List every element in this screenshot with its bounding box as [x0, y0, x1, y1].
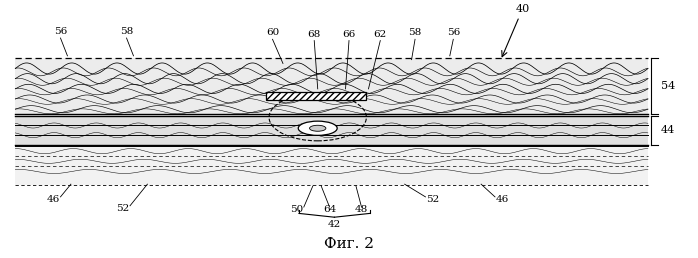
- Text: 46: 46: [47, 195, 60, 204]
- Text: 56: 56: [54, 27, 67, 36]
- Text: 46: 46: [496, 195, 509, 204]
- Text: 58: 58: [120, 27, 133, 36]
- Circle shape: [309, 125, 326, 131]
- Bar: [15, 146, 648, 186]
- Text: 48: 48: [355, 205, 368, 214]
- Text: 58: 58: [408, 28, 422, 37]
- Text: 42: 42: [328, 220, 341, 229]
- Bar: [15, 58, 648, 114]
- Text: 50: 50: [290, 205, 304, 214]
- Text: 68: 68: [308, 30, 321, 39]
- Text: 62: 62: [373, 30, 387, 39]
- Text: 56: 56: [447, 28, 460, 37]
- Text: Фиг. 2: Фиг. 2: [324, 237, 374, 251]
- Bar: [265, 92, 366, 100]
- Text: 40: 40: [516, 4, 530, 14]
- Text: 44: 44: [661, 125, 676, 135]
- Text: 60: 60: [266, 28, 279, 37]
- Text: 52: 52: [117, 204, 130, 213]
- Text: 66: 66: [343, 30, 355, 39]
- Bar: [15, 116, 648, 145]
- Circle shape: [298, 121, 337, 135]
- Text: 52: 52: [426, 195, 439, 204]
- Text: 54: 54: [661, 81, 676, 91]
- Text: 64: 64: [323, 205, 336, 214]
